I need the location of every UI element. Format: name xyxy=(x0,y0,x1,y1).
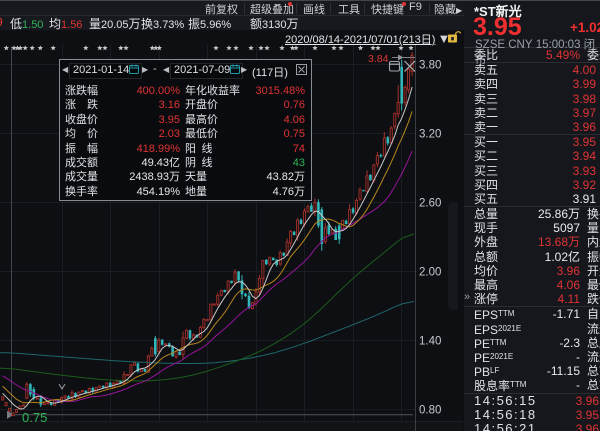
svg-text:3.80: 3.80 xyxy=(419,60,441,72)
svg-text:3.84: 3.84 xyxy=(368,53,389,65)
svg-text:0.80: 0.80 xyxy=(419,405,441,417)
svg-text:1.40: 1.40 xyxy=(419,336,441,348)
svg-text:0.75: 0.75 xyxy=(22,410,47,425)
svg-text:2.00: 2.00 xyxy=(419,267,441,279)
svg-text:3.20: 3.20 xyxy=(419,129,441,141)
svg-text:2.60: 2.60 xyxy=(419,198,441,210)
